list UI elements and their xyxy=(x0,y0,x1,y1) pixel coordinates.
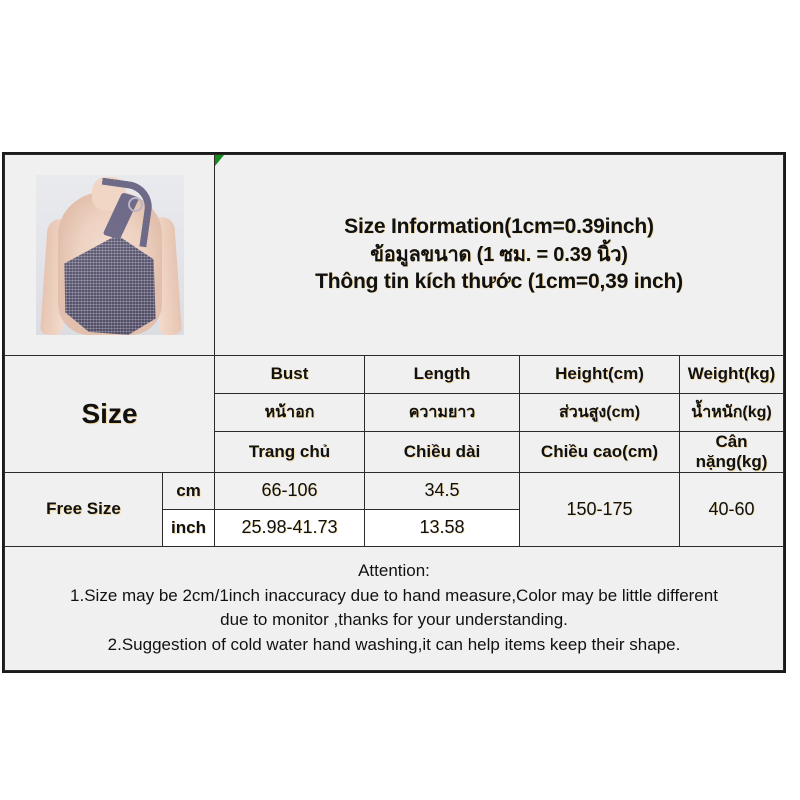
header-row-vi: Trang chủ Chiều dài Chiều cao(cm) Cân nặ… xyxy=(5,430,784,473)
cell-bust-cm: 66-106 xyxy=(214,471,365,510)
chart-title-cell: Size Information(1cm=0.39inch) ข้อมูลขนา… xyxy=(214,154,784,356)
header-weight-en: Weight(kg) xyxy=(679,354,784,394)
size-chart-panel: Size Information(1cm=0.39inch) ข้อมูลขนา… xyxy=(2,152,786,673)
header-bust-th: หน้าอก xyxy=(214,392,365,432)
header-bust-en: Bust xyxy=(214,354,365,394)
row-unit-inch: inch xyxy=(162,508,215,547)
cell-length-cm: 34.5 xyxy=(364,471,520,510)
header-height-th: ส่วนสูง(cm) xyxy=(519,392,680,432)
cell-weight: 40-60 xyxy=(679,471,784,547)
header-length-en: Length xyxy=(364,354,520,394)
header-bust-vi: Trang chủ xyxy=(214,430,365,473)
table-row: inch 25.98-41.73 13.58 xyxy=(5,508,784,547)
header-row-en: Size Bust Length Height(cm) Weight(kg) xyxy=(4,354,784,473)
attention-heading: Attention: xyxy=(358,561,430,581)
attention-line-3: 2.Suggestion of cold water hand washing,… xyxy=(107,635,681,655)
header-row-th: หน้าอก ความยาว ส่วนสูง(cm) น้ำหนัก(kg) xyxy=(5,392,784,432)
attention-cell: Attention: 1.Size may be 2cm/1inch inacc… xyxy=(4,545,784,672)
header-length-vi: Chiều dài xyxy=(364,430,520,473)
attention-row: Attention: 1.Size may be 2cm/1inch inacc… xyxy=(4,545,784,672)
header-weight-th: น้ำหนัก(kg) xyxy=(679,392,784,432)
product-photo-cell xyxy=(4,154,215,356)
row-unit-cm: cm xyxy=(162,471,215,510)
cell-length-inch: 13.58 xyxy=(364,508,520,547)
attention-line-1: 1.Size may be 2cm/1inch inaccuracy due t… xyxy=(70,585,718,605)
header-height-vi: Chiều cao(cm) xyxy=(519,430,680,473)
chart-title: Size Information(1cm=0.39inch) ข้อมูลขนา… xyxy=(215,213,783,296)
title-line-en: Size Information(1cm=0.39inch) xyxy=(344,215,654,239)
cell-height: 150-175 xyxy=(519,471,680,547)
title-line-vi: Thông tin kích thước (1cm=0,39 inch) xyxy=(315,270,683,294)
row-size-label: Free Size xyxy=(4,471,163,547)
title-line-th: ข้อมูลขนาด (1 ซม. = 0.39 นิ้ว) xyxy=(370,243,628,266)
size-label-cell: Size xyxy=(4,354,215,473)
cell-bust-inch: 25.98-41.73 xyxy=(214,508,365,547)
attention-line-2: due to monitor ,thanks for your understa… xyxy=(220,610,568,630)
header-height-en: Height(cm) xyxy=(519,354,680,394)
table-row: Free Size cm 66-106 34.5 150-175 40-60 xyxy=(4,471,784,547)
header-weight-vi: Cân nặng(kg) xyxy=(679,430,784,473)
header-length-th: ความยาว xyxy=(364,392,520,432)
banner-row: Size Information(1cm=0.39inch) ข้อมูลขนา… xyxy=(4,154,784,356)
green-corner-flag-icon xyxy=(215,155,224,166)
product-photo xyxy=(35,174,184,335)
size-information-table: Size Information(1cm=0.39inch) ข้อมูลขนา… xyxy=(4,154,784,672)
